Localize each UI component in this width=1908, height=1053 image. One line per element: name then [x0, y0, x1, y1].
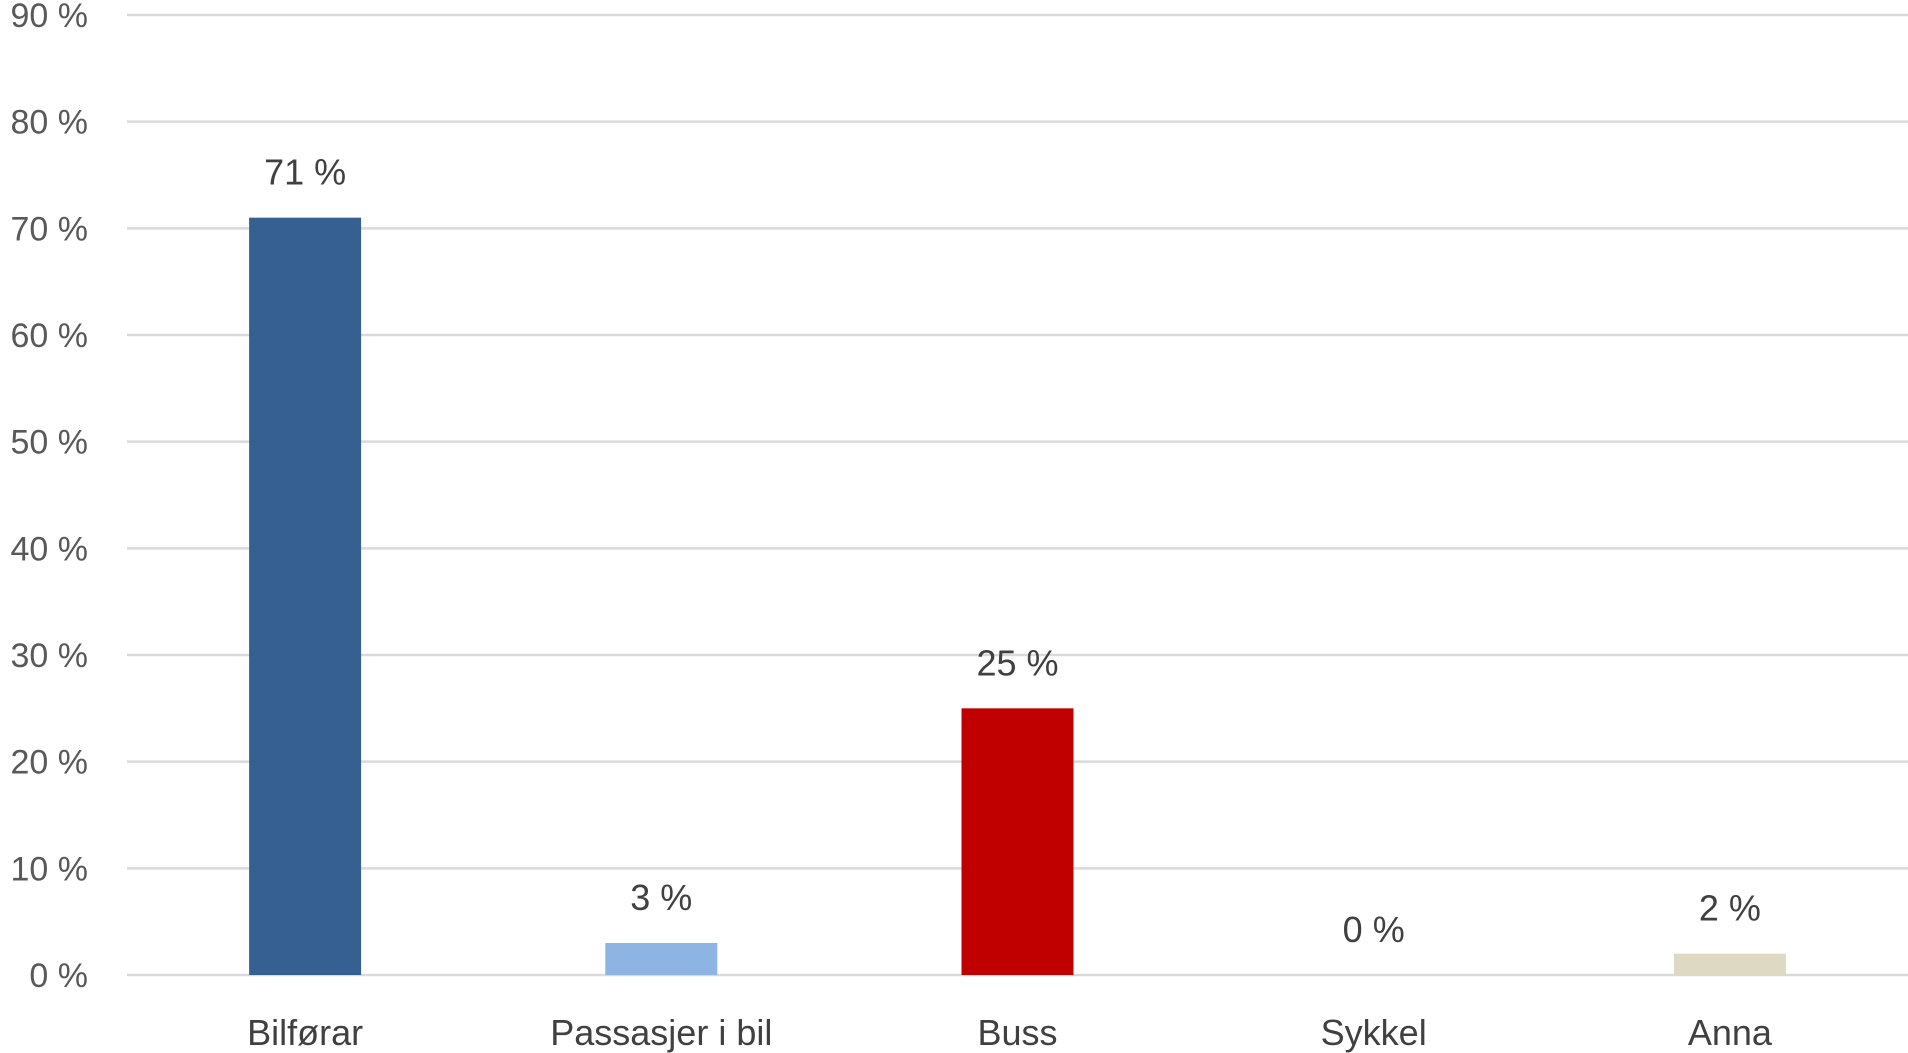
x-category-label: Passasjer i bil — [550, 1012, 772, 1053]
y-tick-label: 50 % — [11, 424, 89, 462]
x-category-label: Buss — [977, 1012, 1057, 1053]
data-label: 3 % — [630, 877, 692, 918]
x-category-label: Bilførar — [247, 1012, 363, 1053]
y-axis-tick-labels: 0 % 10 % 20 % 30 % 40 % 50 % 60 % 70 % 80 % 90 % — [11, 0, 89, 995]
bar-anna — [1673, 953, 1786, 975]
y-tick-label: 10 % — [11, 850, 89, 888]
y-tick-label: 40 % — [11, 530, 89, 568]
data-label: 0 % — [1343, 909, 1405, 950]
data-label: 2 % — [1699, 888, 1761, 929]
bar-passasjer-i-bil — [605, 943, 718, 975]
data-labels: 71 % 3 % 25 % 0 % 2 % — [264, 152, 1761, 950]
bars — [249, 217, 1786, 975]
data-label: 71 % — [264, 152, 346, 193]
x-category-label: Sykkel — [1321, 1012, 1427, 1053]
y-tick-label: 70 % — [11, 210, 89, 248]
gridlines — [127, 13, 1908, 977]
y-tick-label: 20 % — [11, 744, 89, 782]
data-label: 25 % — [976, 642, 1058, 683]
bar-buss — [961, 708, 1074, 975]
x-category-label: Anna — [1688, 1012, 1773, 1053]
y-tick-label: 80 % — [11, 104, 89, 142]
y-tick-label: 30 % — [11, 637, 89, 675]
y-tick-label: 60 % — [11, 317, 89, 355]
y-tick-label: 0 % — [29, 957, 88, 995]
y-tick-label: 90 % — [11, 0, 89, 35]
bar-bilf-rar — [249, 217, 362, 975]
x-axis-category-labels: Bilførar Passasjer i bil Buss Sykkel Anna — [247, 1012, 1773, 1053]
